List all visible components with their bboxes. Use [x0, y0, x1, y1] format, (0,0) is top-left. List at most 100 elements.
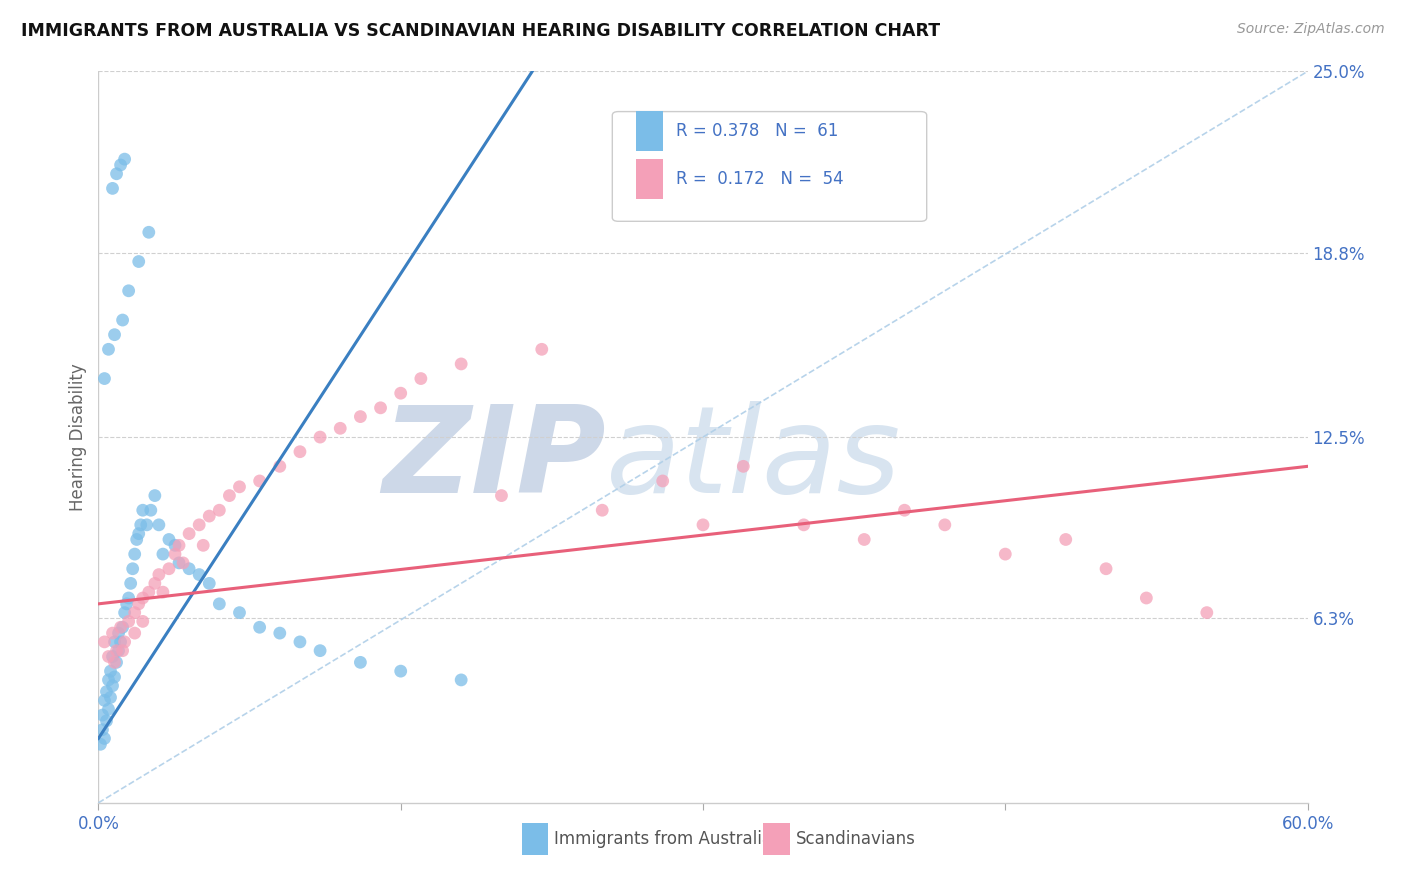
Text: ZIP: ZIP — [382, 401, 606, 517]
Point — [198, 509, 221, 524]
Point — [1054, 533, 1077, 547]
Point — [138, 225, 160, 239]
Point — [309, 430, 332, 444]
Point — [692, 517, 714, 532]
Point — [651, 474, 673, 488]
Point — [167, 556, 190, 570]
Point — [853, 533, 876, 547]
Point — [128, 526, 150, 541]
Point — [124, 547, 146, 561]
Point — [208, 597, 231, 611]
Point — [491, 489, 513, 503]
Point — [132, 503, 155, 517]
FancyBboxPatch shape — [637, 111, 664, 151]
Point — [89, 737, 111, 751]
Point — [288, 444, 311, 458]
Point — [157, 562, 180, 576]
Point — [110, 158, 132, 172]
FancyBboxPatch shape — [522, 822, 548, 855]
Point — [107, 643, 129, 657]
Point — [124, 606, 146, 620]
Point — [249, 620, 271, 634]
Point — [118, 615, 141, 629]
Point — [389, 386, 412, 401]
Point — [188, 517, 211, 532]
Point — [128, 597, 150, 611]
Point — [139, 503, 162, 517]
Point — [124, 626, 146, 640]
Point — [91, 708, 114, 723]
Point — [93, 635, 115, 649]
Text: atlas: atlas — [606, 401, 901, 517]
Text: IMMIGRANTS FROM AUSTRALIA VS SCANDINAVIAN HEARING DISABILITY CORRELATION CHART: IMMIGRANTS FROM AUSTRALIA VS SCANDINAVIA… — [21, 22, 941, 40]
FancyBboxPatch shape — [637, 159, 664, 199]
Point — [118, 284, 141, 298]
Point — [198, 576, 221, 591]
Point — [101, 626, 124, 640]
Point — [329, 421, 352, 435]
Point — [228, 606, 250, 620]
Point — [132, 615, 155, 629]
Point — [91, 723, 114, 737]
Point — [138, 585, 160, 599]
Point — [179, 526, 201, 541]
Point — [132, 591, 155, 605]
Point — [188, 567, 211, 582]
Point — [125, 533, 148, 547]
Point — [994, 547, 1017, 561]
Point — [107, 626, 129, 640]
Point — [591, 503, 613, 517]
Y-axis label: Hearing Disability: Hearing Disability — [69, 363, 87, 511]
Point — [1095, 562, 1118, 576]
Point — [450, 357, 472, 371]
Point — [105, 167, 128, 181]
Point — [97, 673, 120, 687]
Point — [128, 254, 150, 268]
Point — [389, 664, 412, 678]
Point — [97, 649, 120, 664]
Point — [370, 401, 392, 415]
Point — [97, 702, 120, 716]
Text: R = 0.378   N =  61: R = 0.378 N = 61 — [676, 122, 839, 140]
Point — [96, 714, 118, 728]
Point — [101, 649, 124, 664]
Text: Scandinavians: Scandinavians — [796, 830, 915, 848]
Point — [101, 679, 124, 693]
Point — [450, 673, 472, 687]
Point — [152, 547, 174, 561]
Point — [530, 343, 553, 357]
FancyBboxPatch shape — [613, 112, 927, 221]
Point — [103, 635, 125, 649]
Point — [288, 635, 311, 649]
Point — [152, 585, 174, 599]
Point — [111, 313, 134, 327]
Point — [103, 670, 125, 684]
Point — [218, 489, 240, 503]
Point — [269, 626, 291, 640]
Point — [193, 538, 215, 552]
Point — [733, 459, 755, 474]
Point — [143, 576, 166, 591]
Point — [135, 517, 157, 532]
Point — [1195, 606, 1218, 620]
Point — [167, 538, 190, 552]
Point — [143, 489, 166, 503]
Point — [114, 152, 136, 166]
Point — [110, 620, 132, 634]
Point — [208, 503, 231, 517]
Point — [934, 517, 956, 532]
Point — [172, 556, 194, 570]
Point — [148, 567, 170, 582]
Point — [163, 547, 186, 561]
Point — [148, 517, 170, 532]
Point — [100, 664, 122, 678]
Point — [269, 459, 291, 474]
Point — [120, 576, 142, 591]
Point — [228, 480, 250, 494]
Point — [157, 533, 180, 547]
Text: R =  0.172   N =  54: R = 0.172 N = 54 — [676, 170, 844, 188]
Point — [110, 635, 132, 649]
Point — [103, 656, 125, 670]
Point — [179, 562, 201, 576]
Point — [163, 538, 186, 552]
